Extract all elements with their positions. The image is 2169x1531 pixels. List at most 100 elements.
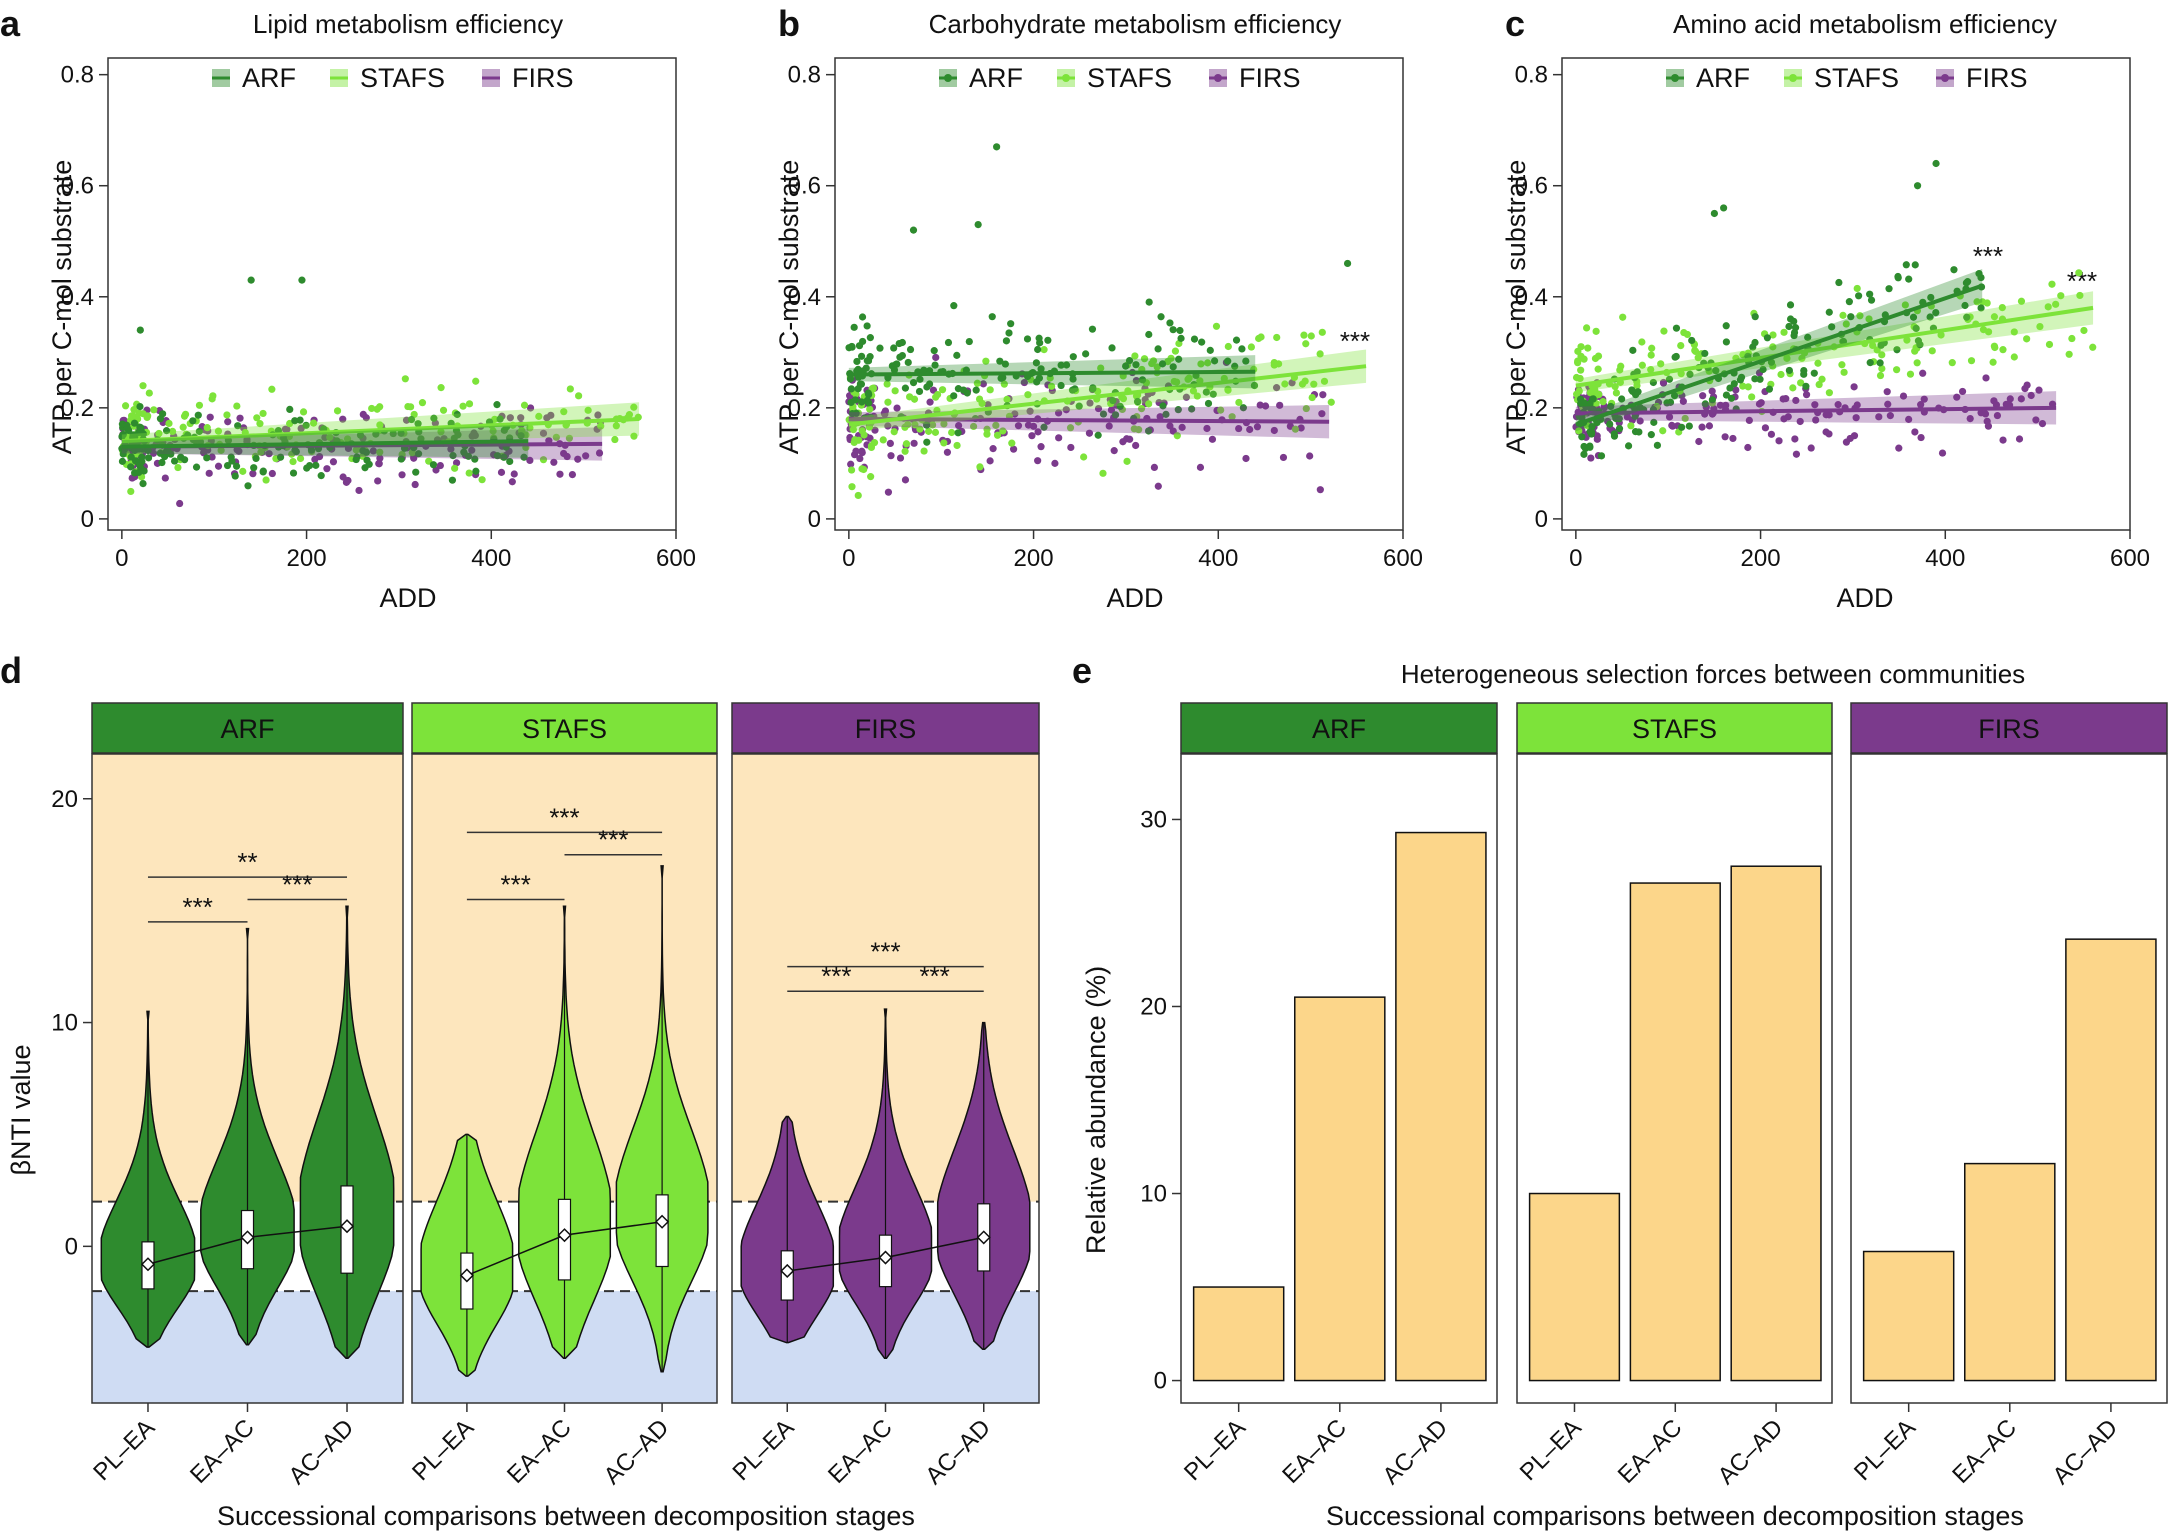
legend-label-arf: ARF: [1696, 63, 1750, 93]
data-point-stafs: [233, 402, 241, 410]
data-point-arf: [950, 302, 958, 310]
data-point-arf: [1162, 410, 1170, 418]
data-point-stafs: [203, 424, 211, 432]
data-point-arf: [517, 432, 525, 440]
data-point-arf: [1722, 338, 1730, 346]
data-point-outlier: [1710, 209, 1718, 218]
data-point-firs: [2032, 416, 2040, 424]
data-point-stafs: [1247, 343, 1255, 351]
data-point-stafs: [867, 473, 875, 481]
data-point-stafs: [539, 456, 548, 464]
significance-label: ***: [501, 869, 531, 899]
data-point-firs: [1270, 426, 1278, 435]
data-point-stafs: [933, 406, 941, 415]
data-point-firs: [856, 454, 864, 463]
data-point-stafs: [1137, 404, 1146, 413]
data-point-firs: [224, 418, 232, 426]
data-point-arf: [1647, 431, 1655, 439]
data-point-stafs: [1196, 377, 1204, 385]
data-point-stafs: [2065, 350, 2073, 358]
data-point-firs: [1014, 422, 1023, 430]
data-point-firs: [1105, 422, 1113, 430]
data-point-stafs: [1123, 457, 1131, 465]
data-point-arf: [1166, 319, 1174, 327]
data-point-arf: [1730, 380, 1738, 388]
data-point-arf: [372, 430, 380, 438]
data-point-stafs: [1066, 424, 1075, 432]
panel-c-xlabel: ADD: [1836, 583, 1893, 613]
data-point-arf: [1159, 402, 1167, 410]
data-point-arf: [1653, 441, 1662, 449]
data-point-firs: [1062, 406, 1070, 414]
data-point-arf: [1685, 422, 1693, 430]
data-point-firs: [1958, 387, 1967, 396]
data-point-stafs: [1040, 346, 1048, 354]
data-point-arf: [164, 446, 172, 454]
data-point-arf: [1108, 344, 1116, 352]
data-point-arf: [1057, 361, 1065, 369]
data-point-arf: [252, 454, 260, 463]
data-point-arf: [1610, 430, 1618, 438]
data-point-arf: [901, 384, 910, 392]
facet-strip: [411, 702, 718, 754]
x-tick-label: 0: [1569, 545, 1582, 572]
data-point-firs: [1981, 410, 1990, 418]
data-point-stafs: [999, 427, 1007, 435]
data-point-stafs: [1984, 328, 1993, 336]
data-point-arf: [1032, 359, 1041, 367]
data-point-stafs: [1577, 366, 1585, 374]
data-point-firs: [1886, 412, 1894, 420]
panel-c-title: Amino acid metabolism efficiency: [1673, 9, 2057, 39]
data-point-stafs: [1657, 360, 1665, 368]
data-point-stafs: [1189, 387, 1198, 395]
data-point-stafs: [1989, 358, 1997, 366]
significance-label: ***: [821, 961, 851, 991]
data-point-arf: [1175, 355, 1183, 363]
data-point-arf: [931, 361, 939, 369]
data-point-firs: [205, 469, 213, 477]
x-tick-label: EA–AC: [823, 1414, 898, 1489]
data-point-stafs: [2010, 328, 2018, 336]
data-point-stafs: [1638, 361, 1646, 369]
data-point-firs: [1705, 422, 1714, 430]
data-point-arf: [1224, 357, 1232, 365]
data-point-arf: [1116, 402, 1124, 410]
data-point-stafs: [296, 454, 305, 463]
data-point-firs: [1812, 416, 1820, 424]
data-point-arf: [397, 455, 405, 463]
panel-d-ylabel: βNTI value: [6, 1044, 36, 1175]
data-point-firs: [369, 447, 377, 455]
data-point-arf: [1169, 363, 1177, 371]
data-point-arf: [1932, 309, 1940, 317]
data-point-stafs: [465, 469, 473, 477]
facet-strip: [1180, 702, 1498, 754]
data-point-stafs: [1140, 355, 1149, 363]
data-point-stafs: [150, 406, 158, 414]
data-point-firs: [281, 425, 290, 433]
fit-line-firs: [1575, 405, 2057, 416]
data-point-stafs: [630, 403, 638, 411]
data-point-stafs: [1659, 427, 1667, 435]
data-point-arf: [845, 344, 853, 352]
data-point-stafs: [489, 427, 497, 435]
data-point-stafs: [1893, 366, 1901, 374]
violin-box: [655, 1194, 669, 1268]
data-point-stafs: [1647, 351, 1655, 359]
data-point-stafs: [1148, 359, 1156, 368]
data-point-arf: [1751, 375, 1759, 383]
mean-marker: [557, 1228, 572, 1243]
data-point-outlier: [247, 276, 255, 284]
data-point-stafs: [1574, 357, 1582, 365]
data-point-stafs: [902, 440, 911, 448]
panel-b-title: Carbohydrate metabolism efficiency: [929, 9, 1342, 39]
data-point-stafs: [1825, 389, 1833, 397]
x-tick-label: 600: [2110, 545, 2150, 572]
data-point-stafs: [1627, 422, 1635, 430]
data-point-firs: [1775, 437, 1783, 445]
data-point-arf: [1867, 296, 1876, 304]
data-point-firs: [452, 459, 461, 467]
y-tick-label: 0: [1154, 1368, 1167, 1395]
data-point-firs: [901, 476, 910, 484]
data-point-stafs: [1310, 380, 1318, 388]
data-point-firs: [517, 414, 525, 422]
